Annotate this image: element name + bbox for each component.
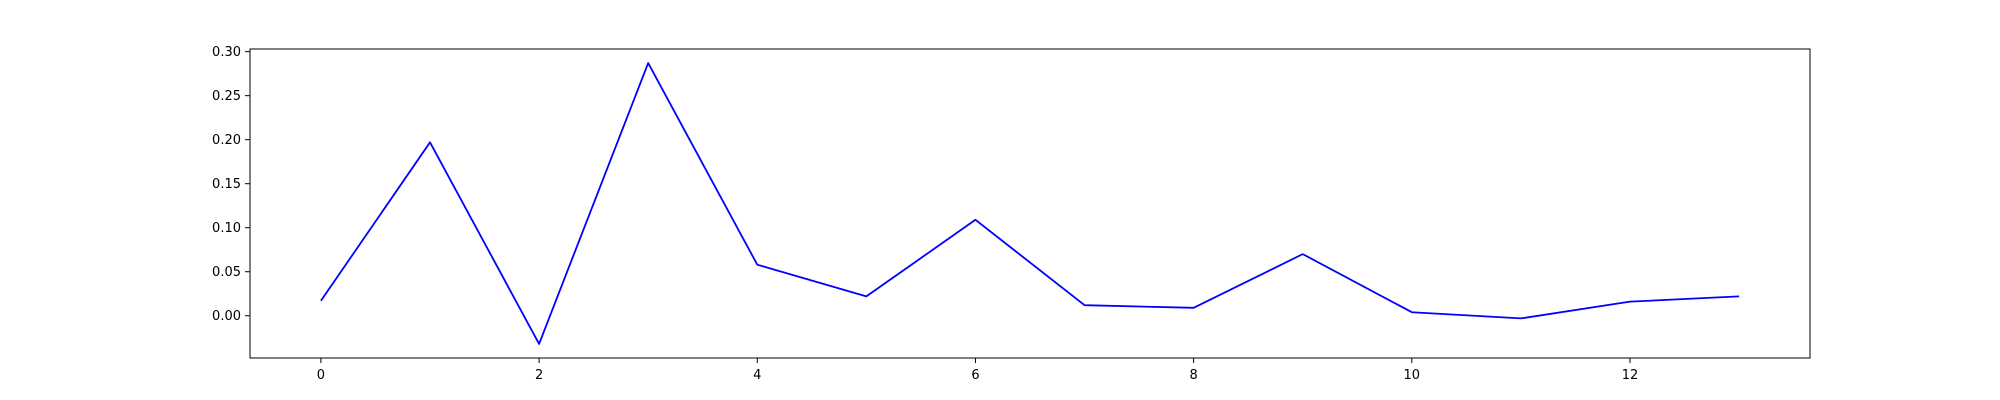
x-tick-label: 12 [1622, 368, 1639, 383]
x-axis: 0 2 4 6 8 10 12 [317, 358, 1639, 383]
x-tick-label: 2 [535, 368, 543, 383]
x-tick-label: 4 [753, 368, 761, 383]
series-line-0 [320, 62, 1740, 345]
x-tick-label: 6 [971, 368, 979, 383]
y-tick-label: 0.25 [212, 89, 241, 104]
series-layer [320, 62, 1740, 345]
y-tick-label: 0.30 [212, 45, 241, 60]
x-tick-label: 0 [317, 368, 325, 383]
y-tick-label: 0.00 [212, 309, 241, 324]
y-tick-label: 0.20 [212, 133, 241, 148]
plot-area [249, 48, 1811, 359]
y-tick-label: 0.05 [212, 265, 241, 280]
y-tick-label: 0.10 [212, 221, 241, 236]
y-tick-label: 0.15 [212, 177, 241, 192]
axes-frame [249, 48, 1811, 359]
y-axis: 0.00 0.05 0.10 0.15 0.20 0.25 0.30 [212, 45, 250, 324]
x-tick-label: 8 [1189, 368, 1197, 383]
x-tick-label: 10 [1404, 368, 1421, 383]
